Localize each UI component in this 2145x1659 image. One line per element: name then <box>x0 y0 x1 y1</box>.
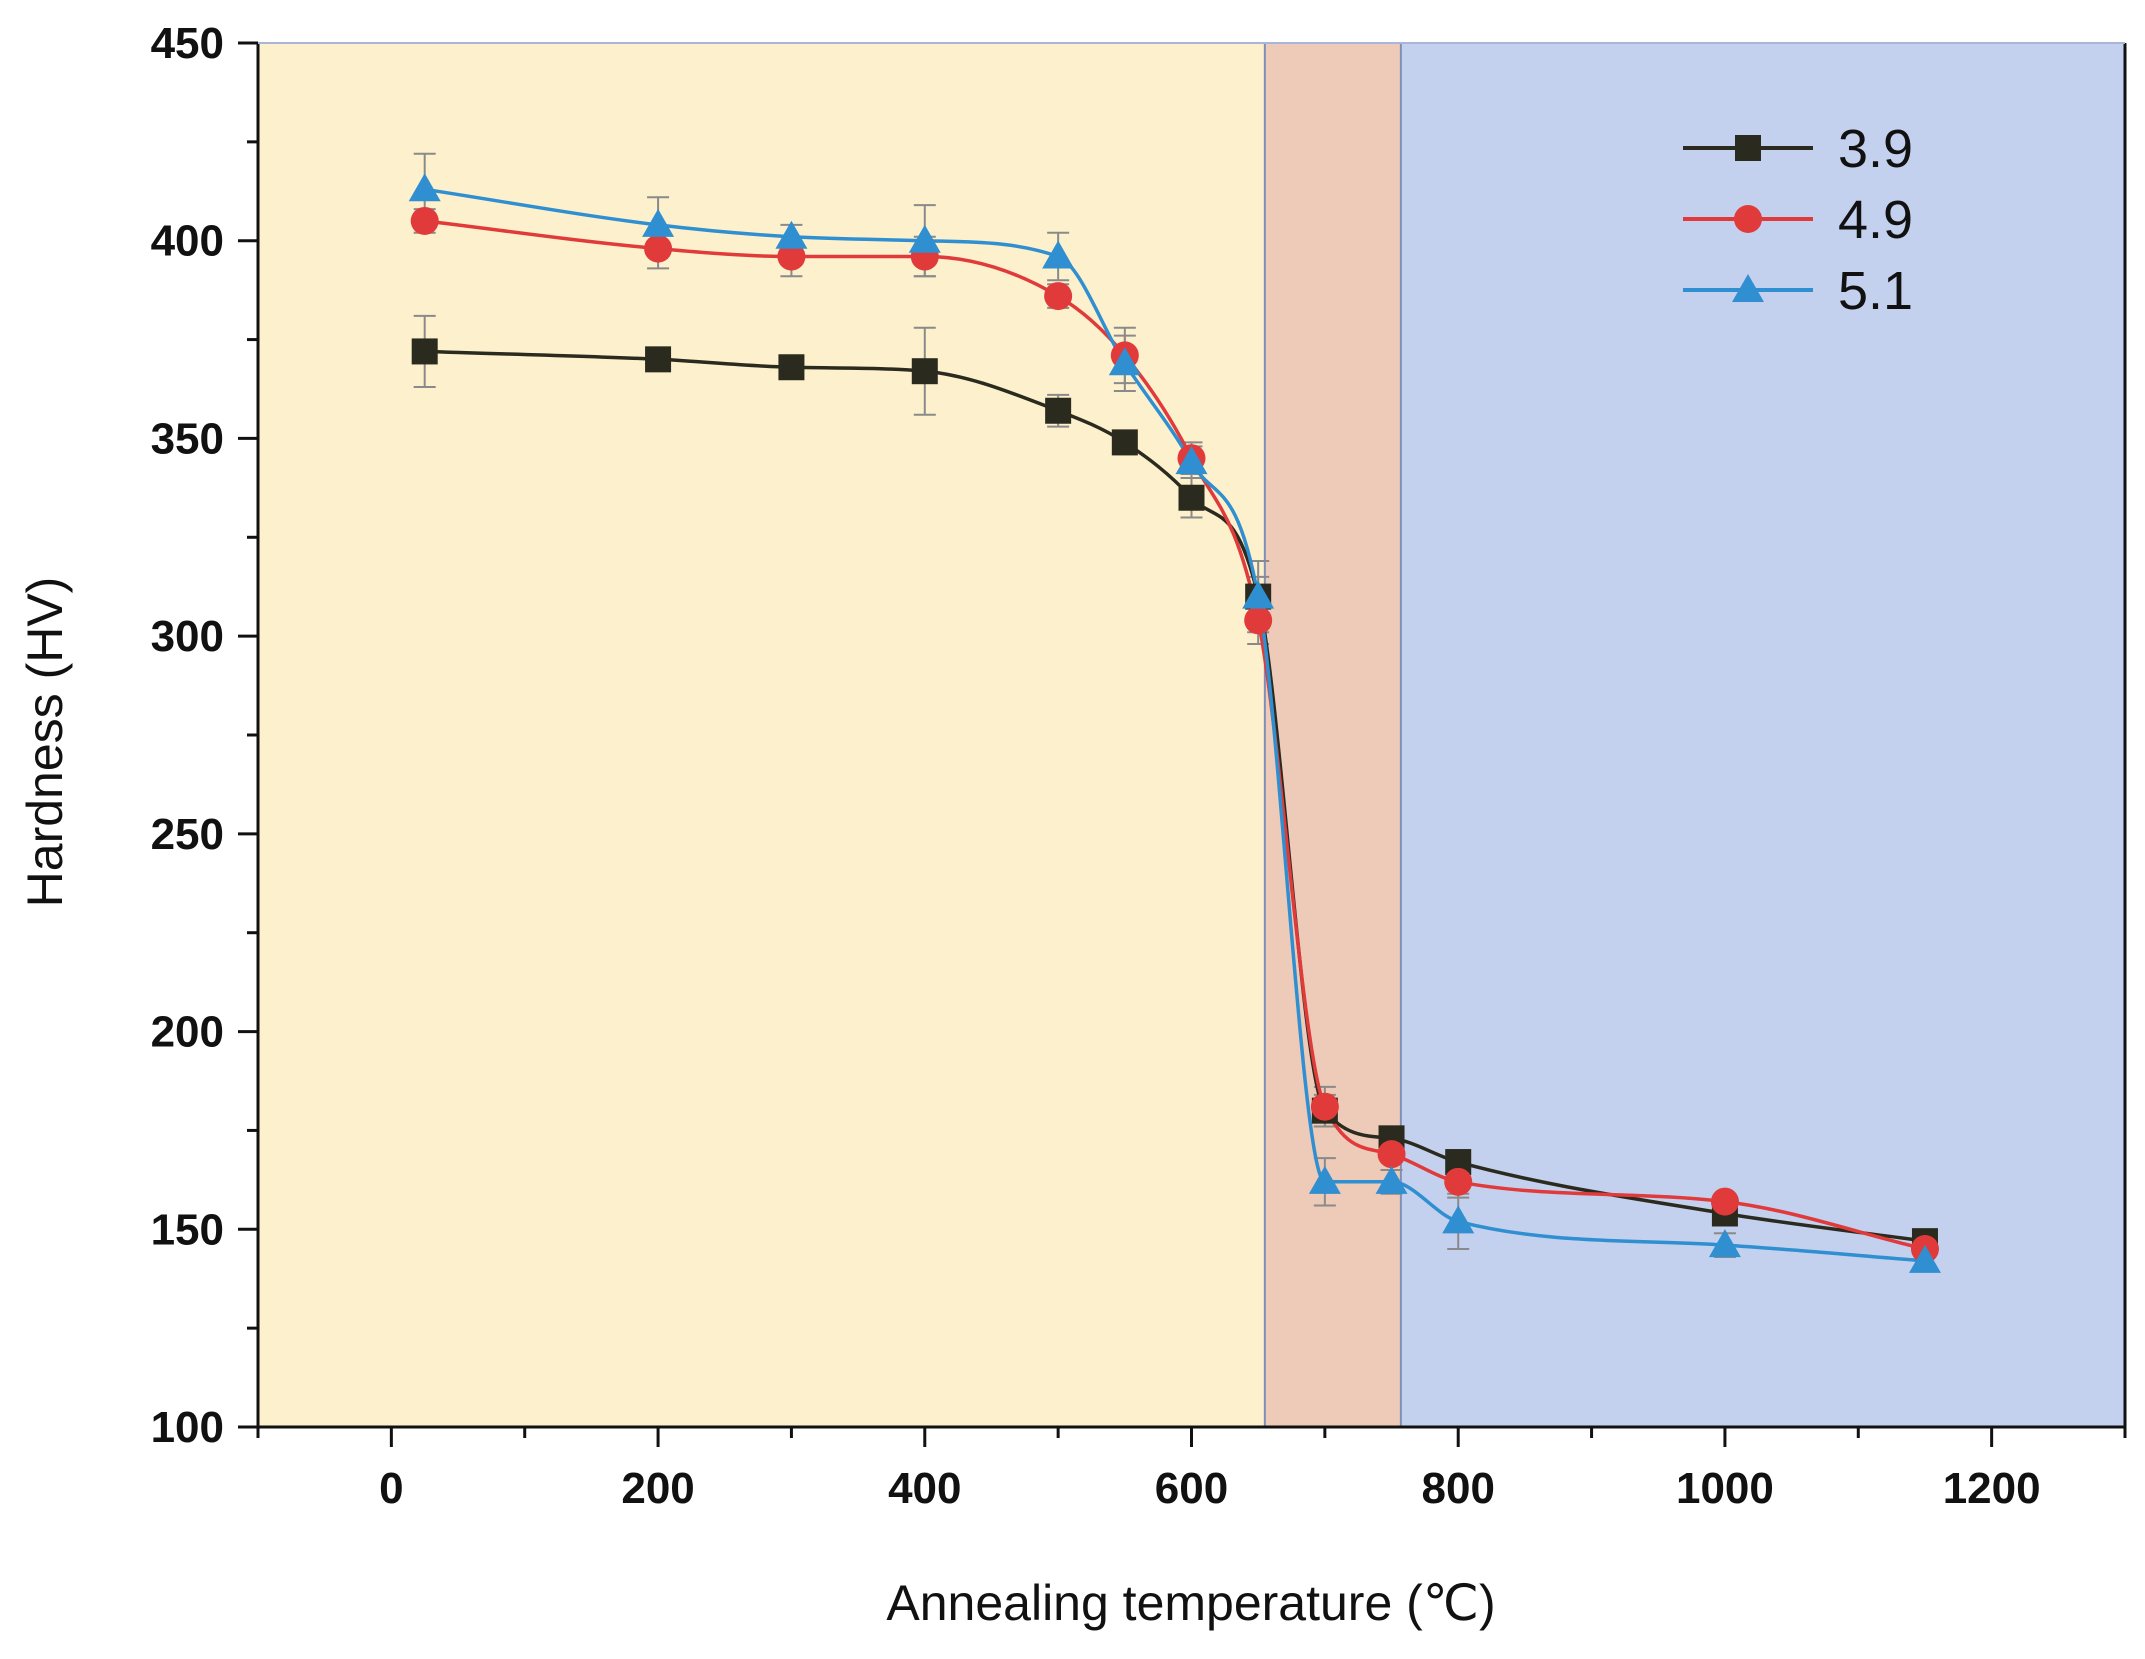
data-point-5.1-9 <box>1375 1165 1408 1194</box>
data-point-4.9-7 <box>1244 606 1273 635</box>
legend-label-4.9: 4.9 <box>1838 190 1913 250</box>
x-tick-label-200: 200 <box>621 1464 694 1513</box>
x-tick-label-600: 600 <box>1155 1464 1228 1513</box>
legend-label-3.9: 3.9 <box>1838 119 1913 179</box>
x-tick-label-1200: 1200 <box>1943 1464 2041 1513</box>
legend-item-5.1: 5.1 <box>1683 261 1913 321</box>
data-point-3.9-3 <box>911 358 938 385</box>
data-point-5.1-7 <box>1242 580 1275 609</box>
y-tick-label-150: 150 <box>151 1205 224 1254</box>
legend-item-3.9: 3.9 <box>1683 119 1913 179</box>
data-point-4.9-10 <box>1444 1167 1473 1196</box>
legend-marker-3.9 <box>1735 135 1761 161</box>
data-point-3.9-1 <box>645 346 672 373</box>
y-tick-label-350: 350 <box>151 414 224 463</box>
data-point-3.9-0 <box>411 338 438 365</box>
x-tick-label-400: 400 <box>888 1464 961 1513</box>
legend: 3.9 4.9 5.1 <box>1683 119 1913 321</box>
legend-label-5.1: 5.1 <box>1838 261 1913 321</box>
data-point-3.9-4 <box>1045 397 1072 424</box>
y-tick-label-200: 200 <box>151 1008 224 1057</box>
data-point-5.1-12 <box>1908 1244 1941 1273</box>
legend-marker-4.9 <box>1734 205 1762 233</box>
data-point-3.9-5 <box>1111 429 1138 456</box>
y-tick-label-100: 100 <box>151 1403 224 1452</box>
data-point-5.1-2 <box>775 220 808 249</box>
legend-marker-5.1 <box>1732 274 1764 302</box>
data-point-5.1-3 <box>908 224 941 253</box>
region-0 <box>258 43 1265 1427</box>
y-axis-label: Hardness (HV) <box>17 577 73 908</box>
series-markers <box>408 173 1941 1273</box>
data-point-4.9-1 <box>644 234 673 263</box>
y-tick-label-400: 400 <box>151 217 224 266</box>
data-point-5.1-5 <box>1108 347 1141 376</box>
x-axis-label: Annealing temperature (℃) <box>886 1575 1495 1631</box>
y-tick-label-450: 450 <box>151 19 224 68</box>
data-point-4.9-11 <box>1710 1187 1739 1216</box>
region-1 <box>1264 43 1401 1427</box>
legend-item-4.9: 4.9 <box>1683 190 1913 250</box>
data-point-5.1-4 <box>1042 240 1075 269</box>
y-tick-label-300: 300 <box>151 612 224 661</box>
data-point-3.9-6 <box>1178 484 1205 511</box>
data-point-3.9-2 <box>778 354 805 381</box>
data-point-5.1-6 <box>1175 446 1208 475</box>
data-point-4.9-0 <box>410 206 439 235</box>
data-point-5.1-11 <box>1708 1229 1741 1258</box>
data-point-5.1-10 <box>1442 1205 1475 1234</box>
x-tick-label-800: 800 <box>1422 1464 1495 1513</box>
background-regions <box>258 43 2125 1427</box>
data-point-5.1-8 <box>1308 1165 1341 1194</box>
data-point-4.9-8 <box>1310 1092 1339 1121</box>
data-point-5.1-1 <box>642 208 675 237</box>
axis-ticks: 0 200 400 600 800 1000 1200 100 150 200 250 300 350 4… <box>151 19 2127 1513</box>
x-tick-label-1000: 1000 <box>1676 1464 1774 1513</box>
y-tick-label-250: 250 <box>151 810 224 859</box>
data-point-4.9-2 <box>777 242 806 271</box>
x-tick-label-0: 0 <box>379 1464 403 1513</box>
data-point-5.1-0 <box>408 173 441 202</box>
region-2 <box>1400 43 2125 1427</box>
data-point-4.9-4 <box>1044 282 1073 311</box>
data-point-4.9-9 <box>1377 1140 1406 1169</box>
